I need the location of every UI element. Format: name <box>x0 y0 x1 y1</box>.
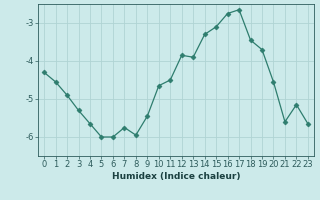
X-axis label: Humidex (Indice chaleur): Humidex (Indice chaleur) <box>112 172 240 181</box>
